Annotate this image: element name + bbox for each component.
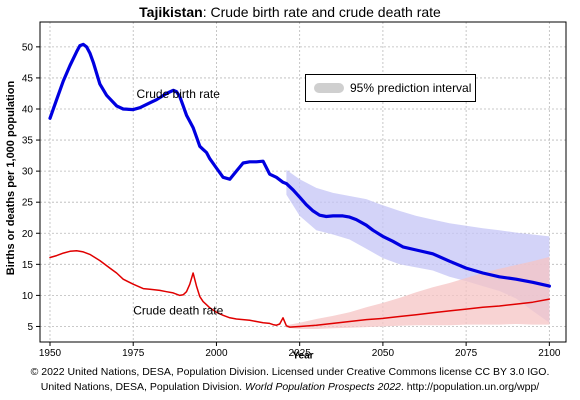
legend-label: 95% prediction interval	[350, 81, 472, 95]
y-tick-label: 15	[22, 260, 34, 271]
y-tick-label: 40	[22, 104, 34, 115]
death-rate-line	[49, 249, 551, 328]
birth-rate-line	[48, 42, 552, 288]
footer-citation-italic: World Population Prospects 2022	[245, 381, 401, 393]
y-tick-label: 20	[22, 229, 34, 240]
plot-frame	[39, 21, 567, 343]
birth-rate-annotation: Crude birth rate	[137, 87, 221, 101]
y-tick-label: 35	[22, 136, 34, 147]
footer-citation: United Nations, DESA, Population Divisio…	[0, 381, 580, 393]
footer-license: © 2022 United Nations, DESA, Population …	[30, 366, 550, 378]
legend-swatch	[314, 83, 344, 93]
title-country: Tajikistan	[139, 4, 203, 20]
y-tick-label: 25	[22, 198, 34, 209]
footer-citation-a: United Nations, DESA, Population Divisio…	[40, 381, 246, 393]
x-tick-label: 2000	[205, 348, 228, 359]
death-prediction-band	[286, 256, 550, 329]
y-tick-label: 5	[27, 322, 33, 333]
title-rest: : Crude birth rate and crude death rate	[202, 4, 441, 20]
x-tick-label: 1975	[122, 348, 145, 359]
x-axis-title: Year	[292, 350, 314, 362]
chart-title: Tajikistan: Crude birth rate and crude d…	[0, 4, 580, 20]
x-tick-label: 1950	[39, 348, 62, 359]
x-tick-label: 2075	[455, 348, 478, 359]
y-tick-label: 50	[22, 42, 34, 53]
y-tick-label: 45	[22, 73, 34, 84]
x-tick-label: 2025	[289, 348, 312, 359]
footer-citation-b: . http://population.un.org/wpp/	[400, 381, 540, 393]
death-rate-annotation: Crude death rate	[133, 304, 223, 318]
chart-legend: 95% prediction interval	[305, 74, 476, 102]
y-tick-label: 30	[22, 167, 34, 178]
x-tick-label: 2100	[538, 348, 561, 359]
x-tick-label: 2050	[372, 348, 395, 359]
y-tick-label: 10	[22, 291, 34, 302]
y-axis-title: Births or deaths per 1,000 population	[5, 80, 17, 276]
